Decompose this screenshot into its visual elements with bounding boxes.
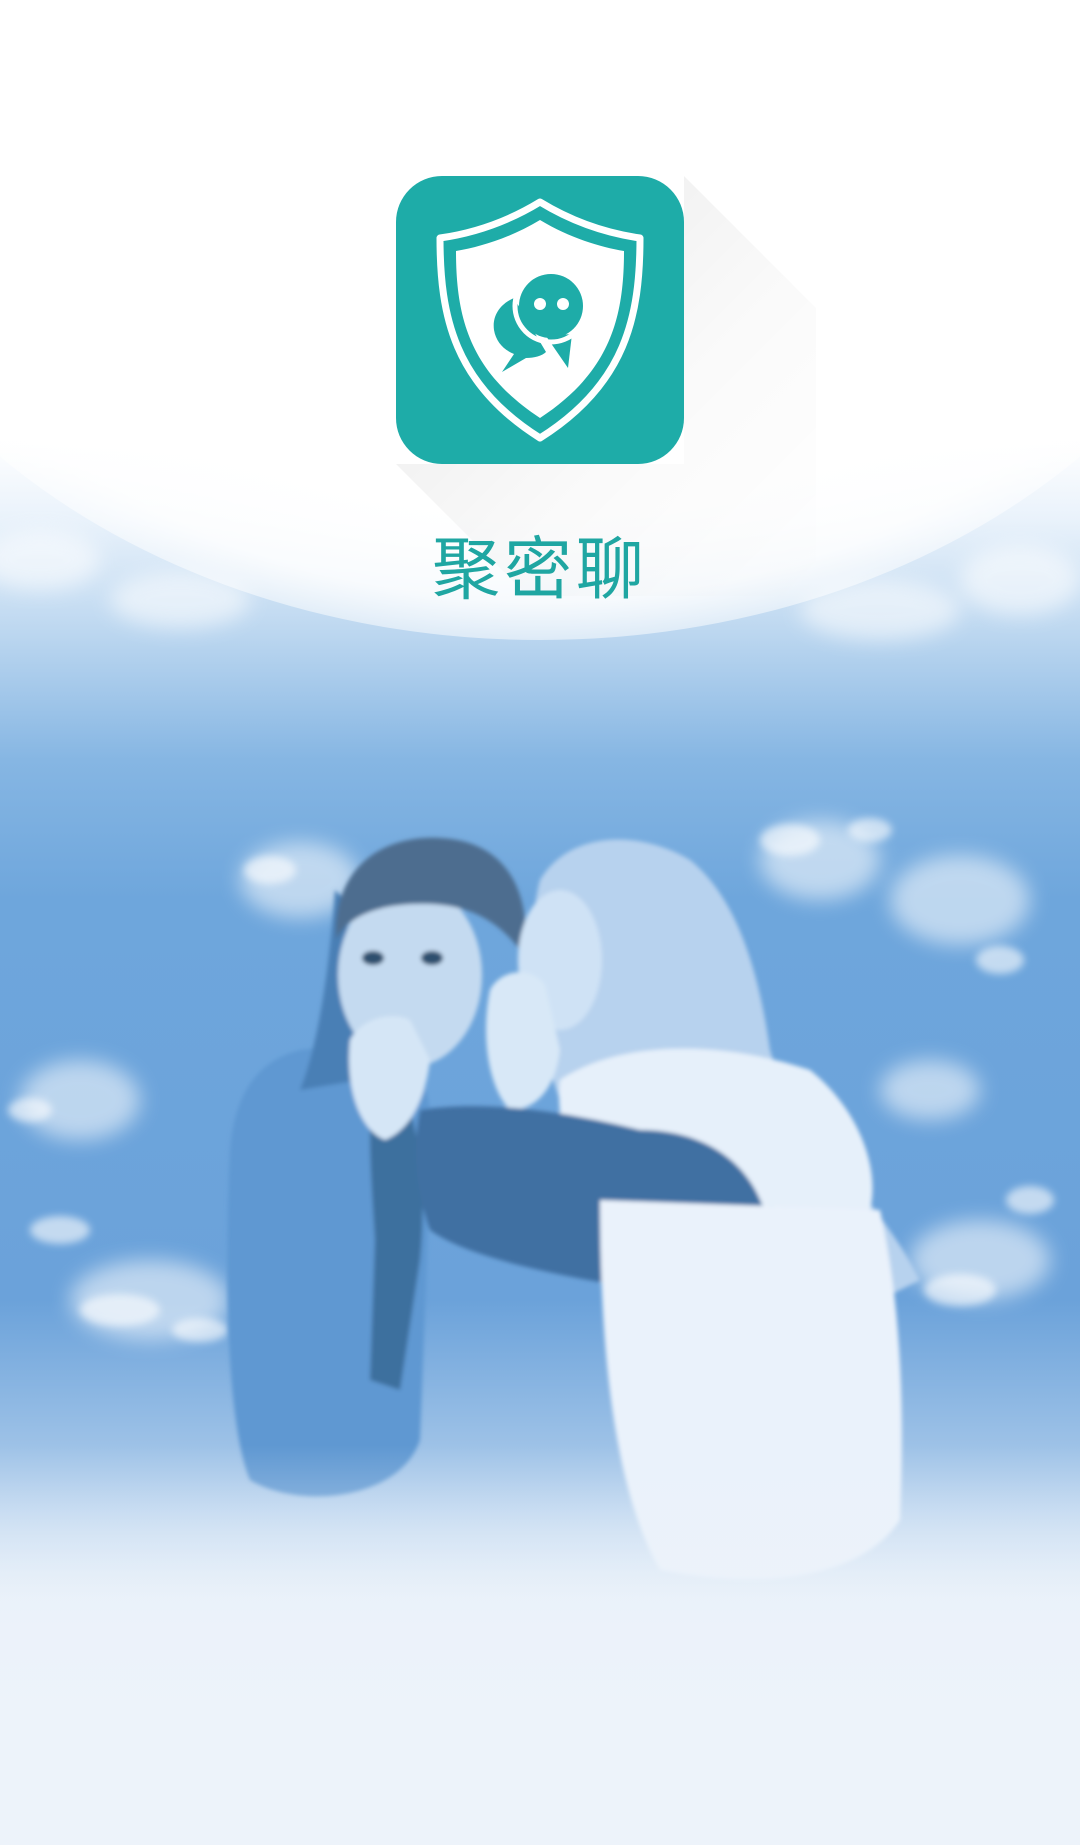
bottom-fog-overlay <box>0 1445 1080 1845</box>
app-logo <box>396 176 684 464</box>
app-name-title: 聚密聊 <box>431 531 648 610</box>
shield-chat-icon <box>396 176 684 464</box>
